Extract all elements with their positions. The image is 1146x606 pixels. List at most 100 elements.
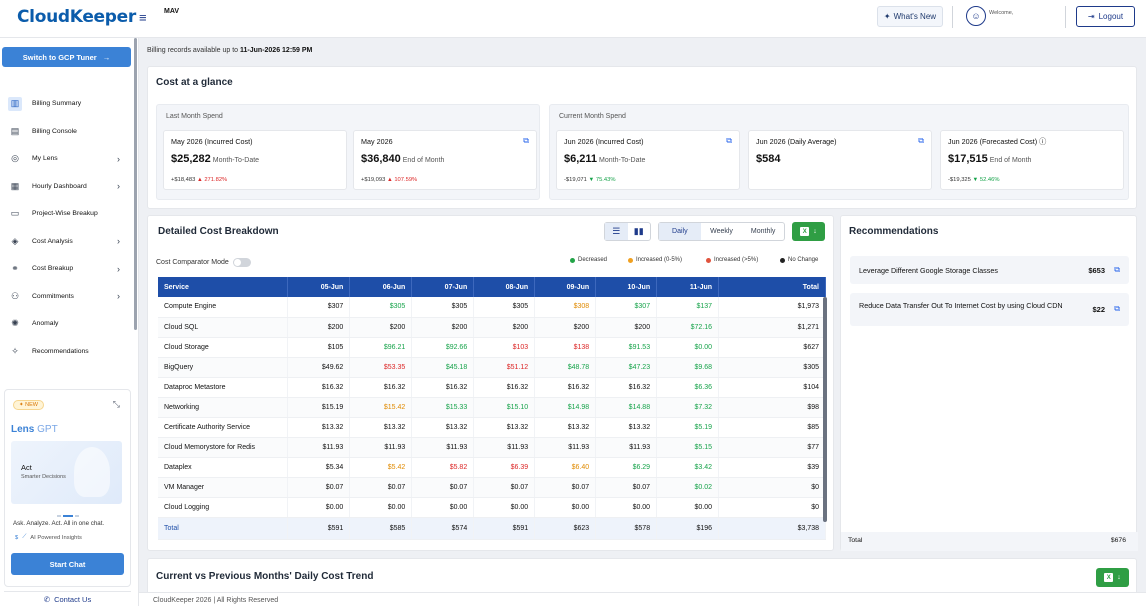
table-row[interactable]: Dataplex $5.34 $5.42 $5.82 $6.39 $6.40 $6.29 $3… — [158, 457, 826, 478]
column-header[interactable]: 06-Jun — [349, 277, 413, 297]
contact-us-link[interactable]: ✆ Contact Us — [4, 591, 131, 606]
external-link-icon[interactable]: ⧉ — [523, 136, 529, 145]
cost-cell: $137 — [656, 297, 720, 318]
switch-gcp-tuner-button[interactable]: Switch to GCP Tuner → — [2, 47, 131, 67]
column-header[interactable]: Service — [158, 277, 289, 297]
menu-icon[interactable]: ≡ — [139, 10, 147, 25]
cost-cell: $0.07 — [534, 477, 597, 498]
sidebar-item-label: My Lens — [32, 155, 58, 163]
cost-card: May 2026 (Incurred Cost) $25,282 Month-To… — [163, 130, 347, 190]
chevron-right-icon: › — [117, 181, 120, 192]
external-link-icon[interactable]: ⧉ — [726, 136, 732, 145]
sidebar-item-commitments[interactable]: ⚇ Commitments › — [8, 283, 128, 311]
period-monthly[interactable]: Monthly — [750, 228, 776, 235]
comparator-toggle[interactable] — [232, 258, 251, 267]
sidebar-item-hourly-dashboard[interactable]: ▦ Hourly Dashboard › — [8, 173, 128, 201]
column-header[interactable]: 11-Jun — [656, 277, 720, 297]
cost-cell: $5.34 — [287, 457, 351, 478]
table-row[interactable]: Dataproc Metastore $16.32 $16.32 $16.32 $16.… — [158, 377, 826, 398]
table-row[interactable]: Cloud SQL $200 $200 $200 $200 $200 $200 $72.16 $… — [158, 317, 826, 338]
recommendation-item[interactable]: Leverage Different Google Storage Classe… — [850, 256, 1129, 284]
excel-download-button[interactable]: X ↓ — [792, 222, 825, 241]
start-chat-button[interactable]: Start Chat — [11, 553, 124, 575]
column-header[interactable]: 05-Jun — [287, 277, 351, 297]
total-cell: $585 — [349, 517, 413, 540]
sidebar-item-recommendations[interactable]: ✧ Recommendations — [8, 338, 128, 366]
sidebar-item-anomaly[interactable]: ✺ Anomaly — [8, 310, 128, 338]
sidebar-item-my-lens[interactable]: ◎ My Lens › — [8, 145, 128, 173]
external-link-icon[interactable]: ⧉ — [1114, 304, 1120, 313]
trend-excel-download-button[interactable]: X ↓ — [1096, 568, 1129, 587]
cost-cell: $103 — [473, 337, 536, 358]
sidebar-nav: ▥ Billing Summary ▤ Billing Console ◎ My… — [8, 90, 128, 365]
cost-cell: $39 — [718, 457, 826, 478]
sidebar-item-cost-breakup[interactable]: ⚭ Cost Breakup › — [8, 255, 128, 283]
service-name: Cloud Memorystore for Redis — [158, 437, 289, 458]
lightbulb-icon — [74, 447, 110, 497]
cost-glance-title: Cost at a glance — [156, 77, 233, 88]
external-link-icon[interactable]: ⧉ — [918, 136, 924, 145]
column-header[interactable]: 08-Jun — [473, 277, 536, 297]
service-name: BigQuery — [158, 357, 289, 378]
cost-cell: $200 — [534, 317, 597, 338]
service-name: Certificate Authority Service — [158, 417, 289, 438]
cost-breakdown-table: Service 05-Jun 06-Jun 07-Jun 08-Jun 09-Jun 10-… — [158, 277, 826, 540]
period-daily[interactable]: Daily — [659, 223, 701, 240]
user-avatar-icon[interactable]: ☺ — [966, 6, 986, 26]
service-name: Dataplex — [158, 457, 289, 478]
bar-chart-icon: ▥ — [8, 96, 22, 111]
column-header[interactable]: 09-Jun — [534, 277, 597, 297]
sidebar-item-cost-analysis[interactable]: ◈ Cost Analysis › — [8, 228, 128, 256]
period-weekly[interactable]: Weekly — [710, 228, 733, 235]
table-row[interactable]: Cloud Memorystore for Redis $11.93 $11.93 $… — [158, 437, 826, 458]
collapse-icon[interactable]: ⤡ — [112, 399, 120, 409]
logout-button[interactable]: ⇥ Logout — [1076, 6, 1135, 27]
sidebar-item-billing-summary[interactable]: ▥ Billing Summary — [8, 90, 128, 118]
sidebar-item-project-wise-breakup[interactable]: ▭ Project-Wise Breakup — [8, 200, 128, 228]
chevron-right-icon: › — [117, 291, 120, 302]
cloudkeeper-logo[interactable]: CloudKeeper — [17, 7, 136, 27]
table-row[interactable]: BigQuery $49.62 $53.35 $45.18 $51.12 $48.78 $4… — [158, 357, 826, 378]
table-view-icon[interactable]: ☰ — [605, 223, 628, 240]
recommendation-item[interactable]: Reduce Data Transfer Out To Internet Cos… — [850, 293, 1129, 326]
table-row[interactable]: VM Manager $0.07 $0.07 $0.07 $0.07 $0.07 $0.07… — [158, 477, 826, 498]
cost-cell: $77 — [718, 437, 826, 458]
cost-cell: $627 — [718, 337, 826, 358]
column-header[interactable]: 10-Jun — [595, 277, 658, 297]
cost-cell: $1,973 — [718, 297, 826, 318]
recommend-icon: ✧ — [11, 345, 19, 356]
lens-gpt-tagline: Ask. Analyze. Act. All in one chat. — [13, 520, 105, 527]
cost-cell: $16.32 — [473, 377, 536, 398]
column-header[interactable]: 07-Jun — [411, 277, 475, 297]
table-scrollbar[interactable] — [823, 297, 827, 522]
total-cell: $196 — [656, 517, 720, 540]
dashboard-icon: ▦ — [10, 180, 20, 191]
total-cell: Total — [158, 517, 289, 540]
sidebar-item-label: Cost Analysis — [32, 237, 73, 245]
cost-card: Jun 2026 (Incurred Cost) ⧉ $6,211 Month-T… — [556, 130, 740, 190]
table-row[interactable]: Networking $15.19 $15.42 $15.33 $15.10 $14.98… — [158, 397, 826, 418]
table-row[interactable]: Certificate Authority Service $13.32 $13.3… — [158, 417, 826, 438]
cost-cell: $96.21 — [349, 337, 413, 358]
carousel-dots[interactable] — [57, 510, 87, 517]
chevron-right-icon: › — [117, 153, 120, 164]
cost-cell: $48.78 — [534, 357, 597, 378]
table-row[interactable]: Cloud Storage $105 $96.21 $92.66 $103 $138 $91… — [158, 337, 826, 358]
table-row[interactable]: Cloud Logging $0.00 $0.00 $0.00 $0.00 $0.00 $0… — [158, 497, 826, 518]
sidebar-scrollbar[interactable] — [134, 38, 137, 330]
table-row[interactable]: Compute Engine $307 $305 $305 $305 $308 $307 $1… — [158, 297, 826, 318]
external-link-icon[interactable]: ⧉ — [1114, 265, 1120, 274]
sidebar-item-billing-console[interactable]: ▤ Billing Console — [8, 118, 128, 146]
cost-cell: $5.82 — [411, 457, 475, 478]
chart-view-icon[interactable]: ▮▮ — [633, 226, 644, 236]
cost-cell: $98 — [718, 397, 826, 418]
cost-cell: $307 — [287, 297, 351, 318]
cost-cell: $13.32 — [595, 417, 658, 438]
whats-new-button[interactable]: ✦ What's New — [877, 6, 943, 27]
service-name: Cloud Storage — [158, 337, 289, 358]
total-cell: $574 — [411, 517, 475, 540]
chevron-right-icon: › — [117, 236, 120, 247]
column-header[interactable]: Total — [718, 277, 826, 297]
cost-comparator-mode: Cost Comparator Mode — [156, 258, 251, 267]
cost-cell: $15.33 — [411, 397, 475, 418]
